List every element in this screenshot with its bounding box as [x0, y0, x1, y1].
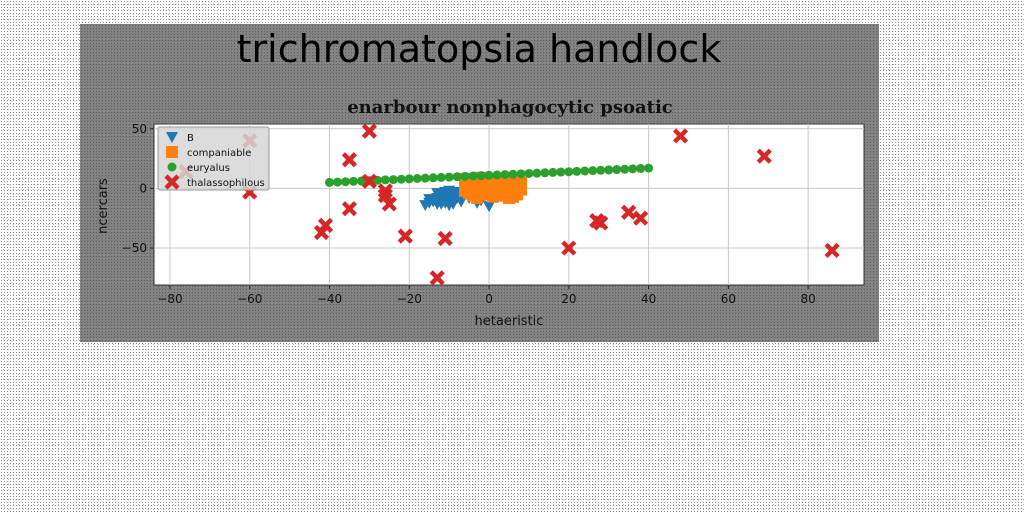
series-companiable — [459, 171, 527, 204]
data-point — [313, 224, 330, 241]
legend-label: euryalus — [187, 163, 230, 174]
data-point — [532, 168, 542, 178]
data-point — [412, 174, 422, 184]
series-euryalus — [325, 163, 654, 187]
figure-title: trichromatopsia handlock — [237, 27, 722, 71]
data-point — [612, 165, 622, 175]
data-point — [348, 176, 358, 186]
x-tick-label: 80 — [801, 292, 816, 306]
data-point — [588, 166, 598, 176]
data-point — [633, 210, 649, 226]
x-tick-label: 60 — [721, 292, 736, 306]
data-point — [428, 173, 438, 183]
data-point — [332, 177, 342, 187]
data-point — [325, 177, 335, 187]
legend-label: thalassophilous — [187, 178, 265, 189]
data-point — [506, 190, 519, 203]
data-point — [580, 166, 590, 176]
data-point — [377, 183, 393, 199]
scatter-chart: trichromatopsia handlock enarbour nonpha… — [96, 27, 865, 329]
data-point — [361, 173, 377, 189]
data-point — [540, 168, 550, 178]
data-point — [524, 168, 534, 178]
data-point — [491, 177, 504, 190]
data-point — [444, 172, 454, 182]
data-point — [628, 164, 638, 174]
x-axis-label: hetaeristic — [475, 314, 544, 329]
data-point — [516, 169, 526, 179]
data-point — [564, 167, 574, 177]
legend-marker — [164, 174, 180, 190]
data-point — [756, 148, 772, 164]
plot-area — [153, 123, 865, 286]
data-point — [436, 172, 446, 182]
data-point — [455, 196, 468, 208]
data-point — [556, 167, 566, 177]
data-point — [340, 177, 350, 187]
x-tick-label: −20 — [397, 292, 422, 306]
data-point — [447, 195, 460, 207]
data-point — [672, 128, 689, 144]
data-point — [431, 188, 444, 200]
x-tick-label: 20 — [561, 292, 576, 306]
legend-marker — [166, 132, 178, 143]
data-point — [492, 170, 502, 180]
figure-panel: trichromatopsia handlock enarbour nonpha… — [80, 24, 879, 342]
data-point — [452, 172, 462, 182]
y-tick-label: 0 — [139, 181, 147, 195]
y-tick-label: 50 — [132, 122, 147, 136]
data-point — [460, 171, 470, 181]
data-point — [377, 187, 393, 204]
data-point — [361, 123, 377, 139]
data-point — [423, 194, 436, 206]
data-point — [636, 163, 646, 173]
data-point — [341, 201, 358, 217]
data-point — [404, 174, 414, 184]
data-point — [644, 163, 654, 173]
data-point — [572, 166, 582, 176]
data-point — [381, 196, 397, 212]
data-point — [459, 181, 472, 194]
legend-label: B — [187, 133, 194, 144]
x-tick-label: −60 — [237, 292, 262, 306]
data-point — [484, 170, 494, 180]
data-point — [500, 170, 510, 180]
data-point — [604, 165, 614, 175]
data-point — [443, 188, 456, 200]
legend-marker — [166, 146, 178, 158]
data-point — [561, 240, 577, 256]
data-point — [508, 169, 518, 179]
x-tick-label: −80 — [157, 292, 182, 306]
data-point — [548, 167, 558, 177]
data-point — [471, 185, 484, 198]
data-point — [593, 215, 609, 231]
legend-box — [157, 126, 270, 191]
data-point — [341, 152, 358, 168]
data-point — [356, 176, 366, 186]
y-axis-label: ncercars — [96, 178, 111, 234]
data-point — [476, 171, 486, 181]
x-tick-label: 40 — [641, 292, 656, 306]
data-point — [824, 242, 840, 259]
data-point — [621, 204, 637, 220]
data-point — [620, 164, 630, 174]
data-point — [468, 171, 478, 181]
data-point — [420, 173, 430, 183]
data-point — [388, 175, 398, 185]
data-point — [429, 270, 445, 286]
data-point — [397, 228, 413, 244]
data-point — [396, 174, 406, 184]
x-tick-label: −40 — [317, 292, 342, 306]
data-point — [483, 201, 496, 213]
legend-label: companiable — [187, 148, 251, 159]
data-point — [596, 165, 606, 175]
chart-title: enarbour nonphagocytic psoatic — [347, 97, 673, 118]
axis-ticks: −80 −60 −40 −20 0 20 40 60 80 −50 0 50 — [122, 122, 816, 306]
data-point — [380, 175, 390, 185]
x-tick-label: 0 — [485, 292, 493, 306]
data-point — [437, 230, 453, 247]
y-tick-label: −50 — [122, 241, 147, 255]
legend-marker — [167, 162, 177, 172]
